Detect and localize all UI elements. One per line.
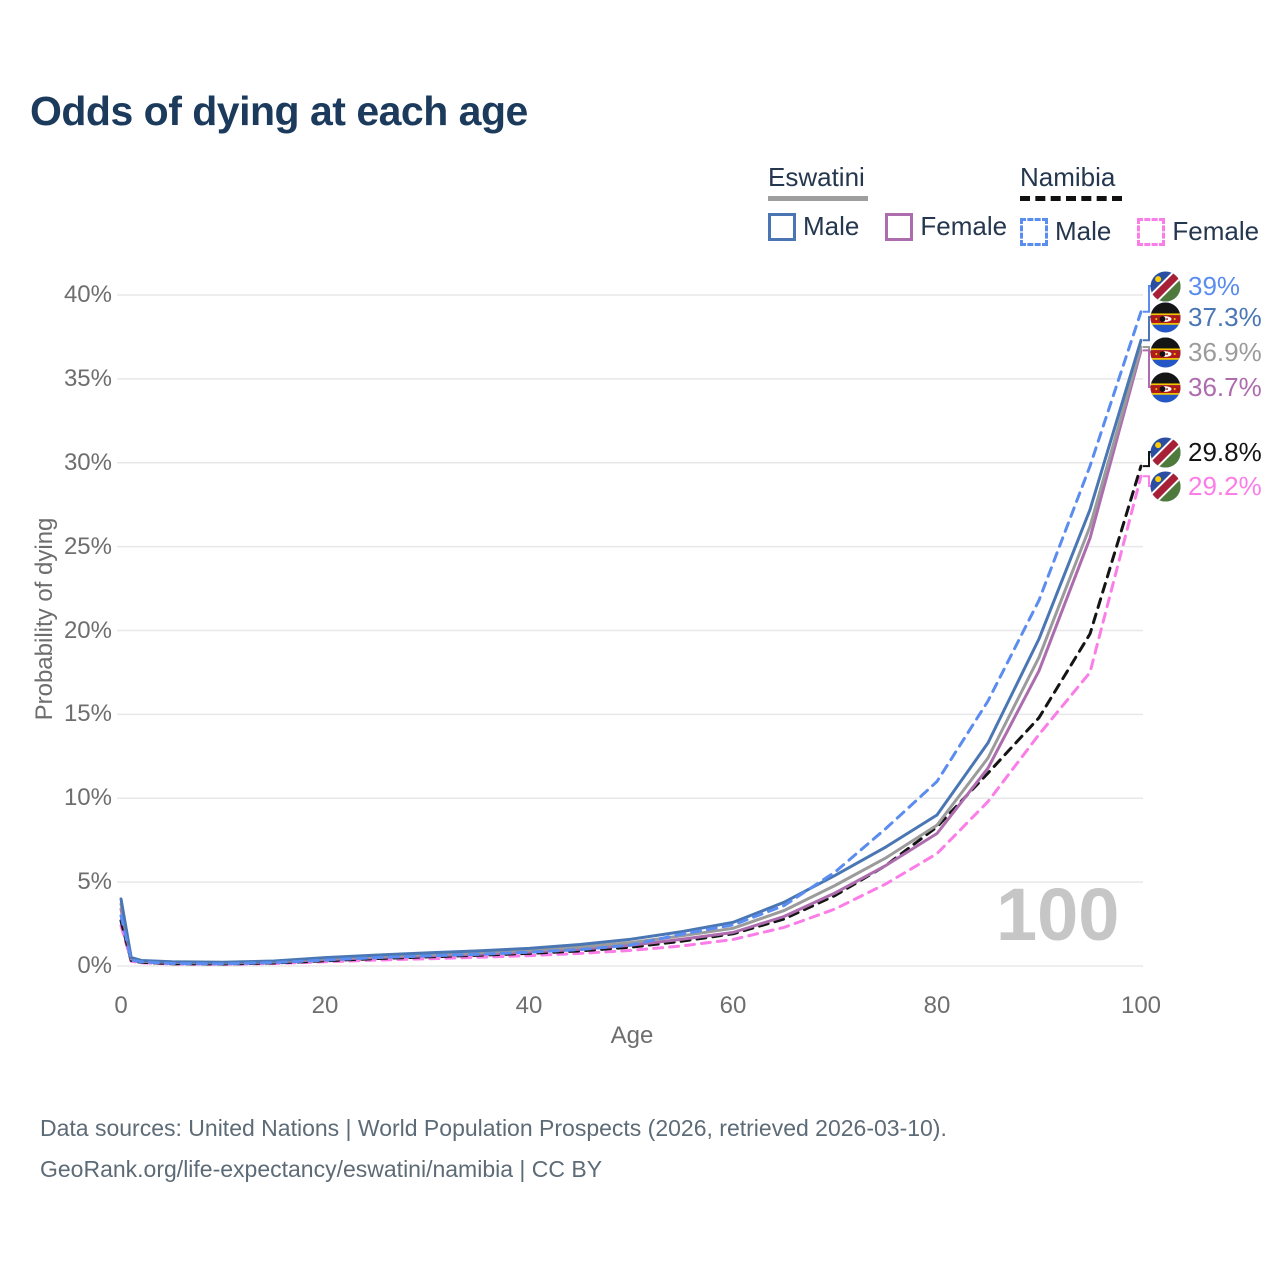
series-line-eswatini-both — [119, 345, 1143, 965]
x-tick-label: 60 — [719, 992, 747, 1019]
eswatini-flag-icon — [1150, 372, 1181, 403]
x-tick-label: 100 — [1120, 992, 1162, 1019]
legend-label: Female — [1172, 216, 1260, 246]
legend-group-namibia: Namibia Male Female — [1020, 162, 1259, 247]
y-tick-label: 40% — [63, 281, 112, 308]
eswatini-flag-icon — [1150, 302, 1181, 333]
end-label-namibia-female: 29.2% — [1150, 470, 1262, 502]
age-watermark: 100 — [996, 873, 1120, 956]
end-value: 36.7% — [1188, 371, 1262, 402]
gridlines — [117, 294, 1143, 967]
legend-label: Male — [1055, 216, 1112, 246]
y-tick-label: 35% — [63, 364, 112, 392]
data-sources: Data sources: United Nations | World Pop… — [40, 1108, 947, 1190]
y-axis-title: Probability of dying — [31, 517, 58, 721]
namibia-female-swatch — [1137, 217, 1166, 246]
series-line-eswatini-female — [119, 348, 1143, 965]
legend-item-eswatini-female[interactable]: Female — [885, 211, 1007, 242]
legend-item-namibia-female[interactable]: Female — [1137, 216, 1259, 247]
namibia-flag-icon — [1150, 437, 1181, 468]
legend-group-eswatini: Eswatini Male Female — [768, 162, 1007, 242]
end-value: 29.2% — [1188, 470, 1262, 501]
end-value: 36.9% — [1188, 336, 1262, 367]
end-label-eswatini-female: 36.7% — [1150, 371, 1262, 403]
y-tick-label: 0% — [77, 952, 112, 979]
y-tick-label: 30% — [63, 448, 112, 476]
x-tick-label: 40 — [515, 992, 543, 1019]
end-label-eswatini-male: 37.3% — [1150, 301, 1262, 333]
x-axis-title: Age — [610, 1022, 654, 1049]
eswatini-female-swatch — [885, 212, 914, 241]
data-sources-line1: Data sources: United Nations | World Pop… — [40, 1115, 947, 1141]
legend-item-namibia-male[interactable]: Male — [1020, 216, 1111, 247]
series-line-namibia-female — [119, 474, 1143, 966]
legend-item-eswatini-male[interactable]: Male — [768, 211, 859, 242]
eswatini-male-swatch — [768, 212, 796, 241]
end-value: 37.3% — [1188, 301, 1262, 332]
series-line-namibia-male — [119, 310, 1143, 966]
legend-header-namibia[interactable]: Namibia — [1020, 162, 1116, 192]
legend-label: Male — [803, 211, 860, 241]
namibia-flag-icon — [1150, 271, 1181, 302]
end-value: 39% — [1188, 270, 1241, 301]
namibia-male-swatch — [1020, 217, 1048, 246]
end-label-namibia-male: 39% — [1150, 270, 1240, 302]
page-title: Odds of dying at each age — [30, 88, 528, 134]
end-value: 29.8% — [1188, 436, 1262, 467]
eswatini-flag-icon — [1150, 337, 1181, 368]
namibia-dashed-line-swatch — [1020, 196, 1122, 206]
data-sources-line2: GeoRank.org/life-expectancy/eswatini/nam… — [40, 1156, 603, 1182]
x-tick-label: 0 — [114, 992, 128, 1019]
end-label-eswatini-both: 36.9% — [1150, 336, 1262, 368]
y-tick-label: 5% — [77, 868, 112, 896]
eswatini-solid-line-swatch — [768, 196, 868, 201]
x-tick-label: 80 — [923, 992, 951, 1019]
y-tick-label: 25% — [63, 532, 112, 560]
legend-header-eswatini[interactable]: Eswatini — [768, 162, 865, 192]
series-line-eswatini-male — [119, 338, 1143, 964]
end-label-namibia-both: 29.8% — [1150, 436, 1262, 468]
y-tick-label: 10% — [63, 784, 112, 812]
series-lines — [119, 310, 1143, 966]
namibia-flag-icon — [1150, 471, 1181, 502]
y-tick-label: 15% — [63, 700, 112, 728]
x-tick-label: 20 — [311, 992, 339, 1019]
y-tick-label: 20% — [63, 616, 112, 644]
legend-label: Female — [920, 211, 1008, 241]
